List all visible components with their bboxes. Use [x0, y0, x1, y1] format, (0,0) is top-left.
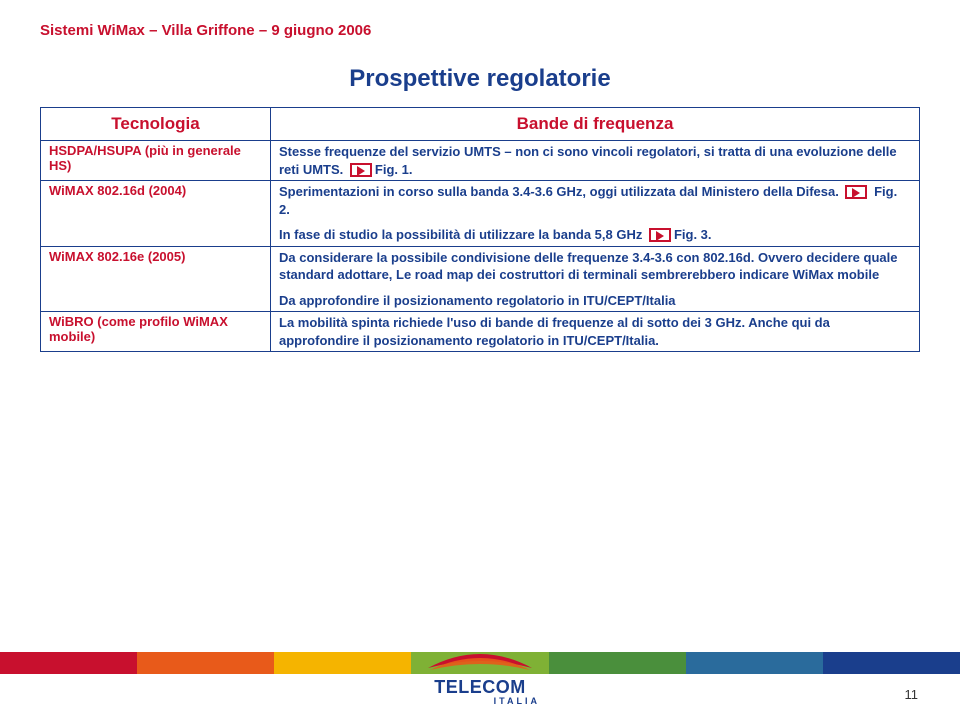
stripe-segment	[549, 652, 686, 674]
logo-text: TELECOM	[420, 677, 540, 698]
stripe-segment	[686, 652, 823, 674]
stripe-segment	[823, 652, 960, 674]
body-wimax16e: Da considerare la possibile condivisione…	[271, 246, 920, 312]
body-wimax16d: Sperimentazioni in corso sulla banda 3.4…	[271, 181, 920, 247]
regulatory-table: Tecnologia Bande di frequenza HSDPA/HSUP…	[40, 107, 920, 352]
logo-swoosh-icon	[420, 648, 540, 674]
body-hsdpa: Stesse frequenze del servizio UMTS – non…	[271, 141, 920, 181]
tech-wibro: WiBRO (come profilo WiMAX mobile)	[41, 312, 271, 352]
play-icon	[649, 228, 671, 242]
page-number: 11	[905, 687, 919, 702]
col-header-frequency: Bande di frequenza	[271, 108, 920, 141]
stripe-segment	[274, 652, 411, 674]
body-wibro: La mobilità spinta richiede l'uso di ban…	[271, 312, 920, 352]
tech-hsdpa: HSDPA/HSUPA (più in generale HS)	[41, 141, 271, 181]
slide-title: Prospettive regolatorie	[40, 65, 920, 93]
play-icon	[350, 163, 372, 177]
slide-header: Sistemi WiMax – Villa Griffone – 9 giugn…	[40, 22, 920, 39]
stripe-segment	[0, 652, 137, 674]
col-header-technology: Tecnologia	[41, 108, 271, 141]
stripe-segment	[137, 652, 274, 674]
tech-wimax16d: WiMAX 802.16d (2004)	[41, 181, 271, 247]
telecom-logo: TELECOM ITALIA	[420, 648, 540, 706]
slide-footer: TELECOM ITALIA 11	[0, 652, 960, 720]
play-icon	[845, 185, 867, 199]
tech-wimax16e: WiMAX 802.16e (2005)	[41, 246, 271, 312]
